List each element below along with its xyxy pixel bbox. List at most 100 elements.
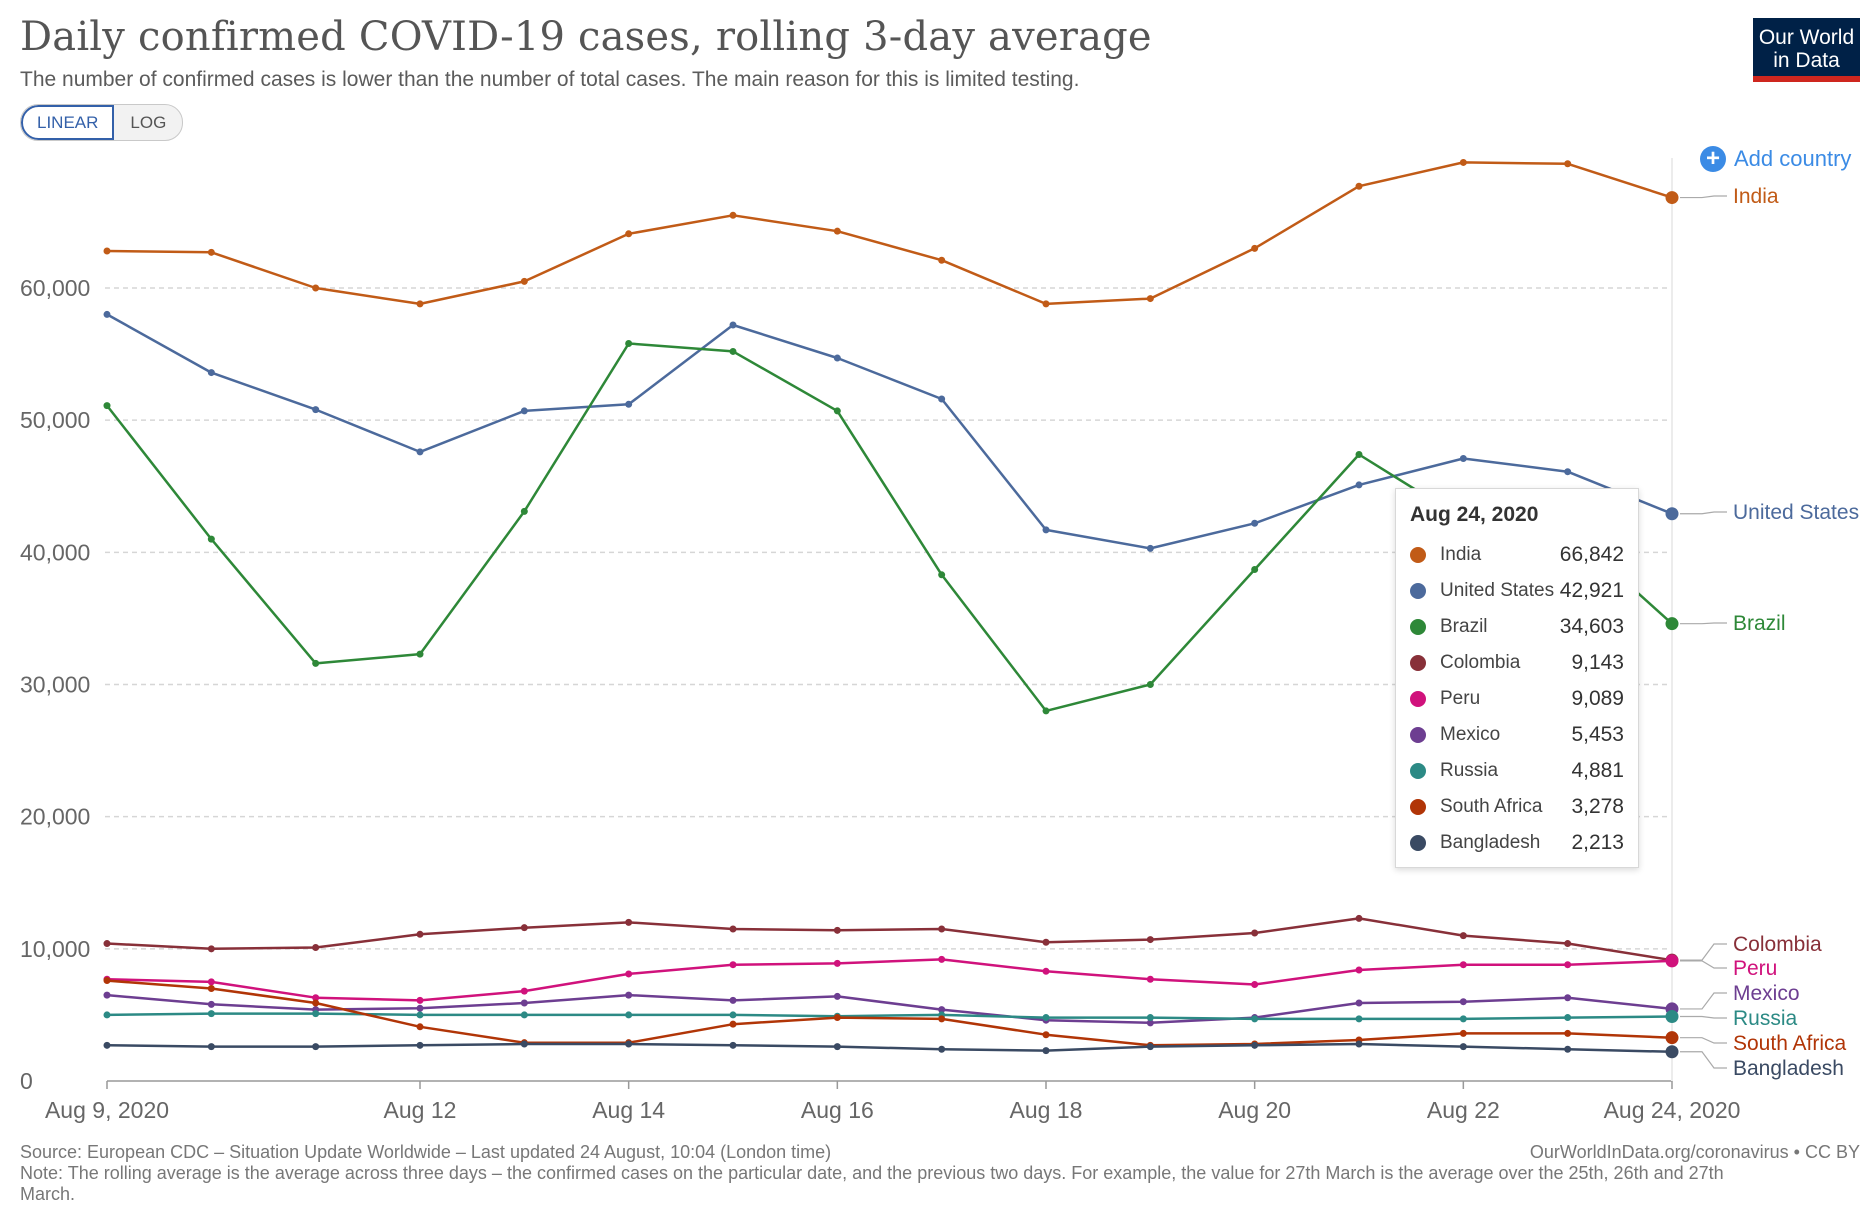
data-point — [1564, 1014, 1572, 1022]
data-point — [416, 1011, 424, 1019]
series-line-united-states[interactable] — [106, 313, 1673, 550]
leader-line — [1680, 992, 1727, 1010]
data-point — [520, 924, 528, 932]
logo-line-1: Our World — [1758, 26, 1855, 49]
source-url-link[interactable]: OurWorldInData.org/coronavirus • CC BY — [1529, 1142, 1860, 1162]
data-point — [729, 961, 737, 969]
y-tick-label: 60,000 — [20, 275, 90, 301]
data-point — [520, 407, 528, 415]
x-tick-label: Aug 18 — [1010, 1097, 1083, 1123]
note-text: Note: The rolling average is the average… — [20, 1163, 1724, 1204]
y-tick-label: 10,000 — [20, 936, 90, 962]
data-point — [103, 977, 111, 985]
data-point — [312, 406, 320, 414]
end-label[interactable]: Peru — [1733, 957, 1777, 980]
data-point — [207, 369, 215, 377]
series-line-mexico[interactable] — [106, 993, 1673, 1025]
series-line-colombia[interactable] — [106, 917, 1673, 962]
leader-line — [1680, 1051, 1727, 1069]
tooltip-row: Brazil 34,603 — [1410, 609, 1624, 645]
end-label[interactable]: Bangladesh — [1733, 1057, 1844, 1080]
data-point — [1564, 940, 1572, 948]
tooltip-row: South Africa 3,278 — [1410, 789, 1624, 825]
data-point — [103, 1011, 111, 1019]
end-label[interactable]: Brazil — [1733, 612, 1786, 635]
tooltip-country-name: India — [1440, 544, 1482, 565]
data-point — [103, 247, 111, 255]
data-point — [1146, 681, 1154, 688]
data-point — [1042, 707, 1050, 715]
data-point — [312, 999, 320, 1007]
data-point — [520, 277, 528, 285]
data-point — [1355, 1015, 1363, 1023]
y-tick-label: 30,000 — [20, 672, 90, 698]
data-point — [1564, 1045, 1572, 1053]
tooltip-country-name: Brazil — [1440, 616, 1488, 637]
data-point — [729, 321, 737, 329]
end-label[interactable]: Mexico — [1733, 982, 1800, 1005]
x-tick-label: Aug 16 — [801, 1097, 874, 1123]
end-label[interactable]: Colombia — [1733, 933, 1822, 956]
leader-line — [1680, 511, 1727, 515]
data-point — [520, 507, 528, 515]
line-chart: 0 10,000 20,000 30,000 40,000 50,000 60,000 Aug… — [20, 158, 1859, 1123]
end-label[interactable]: India — [1733, 185, 1779, 208]
tooltip-country-name: Russia — [1440, 760, 1499, 781]
leader-line — [1680, 1037, 1727, 1044]
y-tick-label: 0 — [20, 1068, 33, 1094]
series-line-peru[interactable] — [106, 958, 1673, 1002]
tooltip-date: Aug 24, 2020 — [1410, 503, 1539, 526]
tooltip-country-name: Peru — [1440, 688, 1481, 709]
data-point — [103, 1041, 111, 1049]
tooltip-country-value: 3,278 — [1571, 795, 1624, 818]
source-text: Source: European CDC – Situation Update … — [20, 1142, 832, 1162]
data-point — [207, 978, 215, 986]
data-point — [1564, 961, 1572, 969]
chart-title: Daily confirmed COVID-19 cases, rolling … — [20, 14, 1152, 60]
data-point — [416, 996, 424, 1004]
y-tick-label: 20,000 — [20, 804, 90, 830]
data-point — [1459, 158, 1467, 166]
data-point — [103, 940, 111, 948]
data-point — [416, 1023, 424, 1031]
data-point — [1665, 507, 1679, 521]
data-point — [833, 992, 841, 1000]
data-point — [312, 1043, 320, 1051]
data-point — [1146, 544, 1154, 552]
data-point — [416, 1004, 424, 1012]
series-line-brazil[interactable] — [106, 342, 1673, 713]
leader-line — [1680, 622, 1727, 625]
tooltip-country-value: 9,143 — [1571, 651, 1624, 674]
series-line-india[interactable] — [106, 161, 1673, 306]
end-label[interactable]: United States — [1733, 501, 1859, 524]
end-label[interactable]: South Africa — [1733, 1032, 1847, 1055]
linear-scale-button[interactable]: LINEAR — [21, 105, 115, 140]
legend-dot-icon — [1410, 763, 1426, 779]
tooltip-country-value: 2,213 — [1571, 831, 1624, 854]
data-point — [1042, 967, 1050, 975]
end-label[interactable]: Russia — [1733, 1007, 1798, 1030]
data-point — [1665, 617, 1679, 631]
data-point — [1146, 1019, 1154, 1027]
legend-dot-icon — [1410, 547, 1426, 563]
tooltip-row: Peru 9,089 — [1410, 681, 1624, 717]
scale-toggle: LINEAR LOG — [20, 104, 184, 141]
owid-logo[interactable]: Our World in Data — [1753, 18, 1860, 82]
data-point — [416, 650, 424, 658]
data-point — [1459, 454, 1467, 462]
data-point — [1146, 295, 1154, 303]
data-point — [1042, 300, 1050, 308]
add-country-button[interactable]: + Add country — [1700, 146, 1851, 172]
data-point — [1459, 961, 1467, 969]
data-point — [1564, 994, 1572, 1002]
data-point — [625, 1011, 633, 1019]
log-scale-button[interactable]: LOG — [130, 112, 167, 132]
data-point — [1459, 1043, 1467, 1051]
data-point — [625, 230, 633, 238]
series-line-bangladesh[interactable] — [106, 1042, 1673, 1054]
data-point — [833, 354, 841, 362]
data-point — [1355, 451, 1363, 459]
data-point — [1665, 954, 1679, 968]
data-point — [625, 918, 633, 926]
series-line-south-africa[interactable] — [106, 979, 1673, 1047]
